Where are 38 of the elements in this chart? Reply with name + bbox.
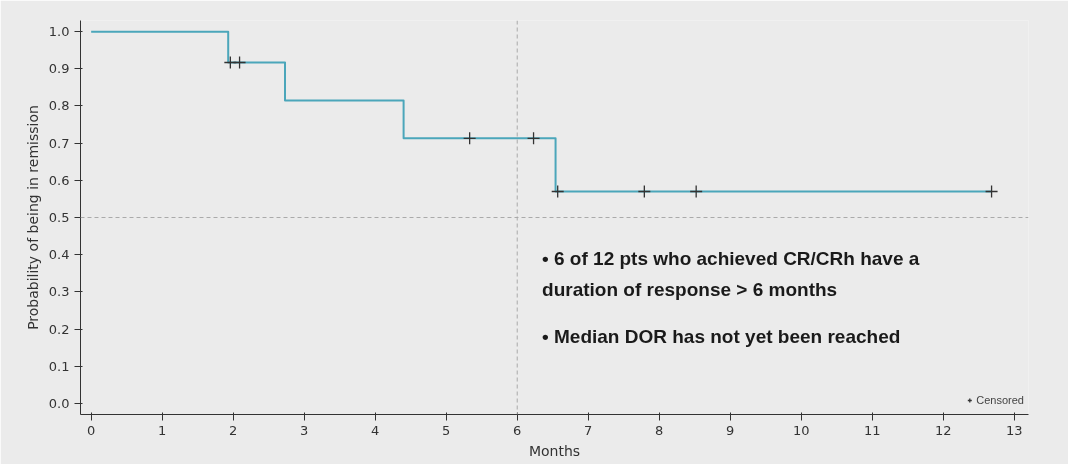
y-tick-label: 0.1 xyxy=(48,358,70,374)
point xyxy=(526,131,541,145)
y-tick-label: 0.7 xyxy=(48,135,70,151)
annotation: • Median DOR has not yet been reached xyxy=(542,325,901,347)
x-tick-label: 5 xyxy=(442,422,451,438)
point xyxy=(984,184,999,199)
y-tick-label: 0.8 xyxy=(48,98,70,114)
y-tick-label: 0.3 xyxy=(48,284,70,300)
x-tick-label: 6 xyxy=(513,422,522,438)
y-tick-label: 0.5 xyxy=(48,210,70,225)
x-tick-label: 9 xyxy=(726,422,735,438)
x-tick-label: 12 xyxy=(935,422,952,438)
x-tick-label: 2 xyxy=(229,422,238,438)
point xyxy=(232,55,247,70)
legend-label: Censored xyxy=(976,394,1024,406)
point xyxy=(551,184,565,199)
x-tick-label: 13 xyxy=(1006,422,1023,438)
x-tick-label: 3 xyxy=(300,422,309,438)
x-tick-label: 11 xyxy=(864,422,881,438)
y-tick-label: 0.0 xyxy=(48,395,70,411)
y-tick-label: 0.4 xyxy=(48,247,70,263)
x-tick-label: 4 xyxy=(371,422,380,438)
y-tick-label: 0.2 xyxy=(48,321,70,337)
annotation: • 6 of 12 pts who achieved CR/CRh have a duration of response > 6 months xyxy=(542,247,920,301)
point xyxy=(462,131,477,145)
y-axis-title: Probability of being in remission xyxy=(24,105,41,330)
point xyxy=(637,184,651,199)
x-tick-label: 7 xyxy=(584,422,593,438)
x-axis-title: Months xyxy=(528,442,581,459)
y-tick-label: 1.0 xyxy=(48,24,70,40)
x-tick-label: 10 xyxy=(792,422,810,438)
point xyxy=(689,184,703,199)
x-tick-label: 8 xyxy=(655,422,664,438)
x-tick-label: 0 xyxy=(87,422,96,438)
y-tick-label: 0.9 xyxy=(48,61,70,77)
y-tick-label: 0.6 xyxy=(48,172,70,188)
point xyxy=(223,55,237,70)
x-tick-label: 1 xyxy=(158,422,167,438)
